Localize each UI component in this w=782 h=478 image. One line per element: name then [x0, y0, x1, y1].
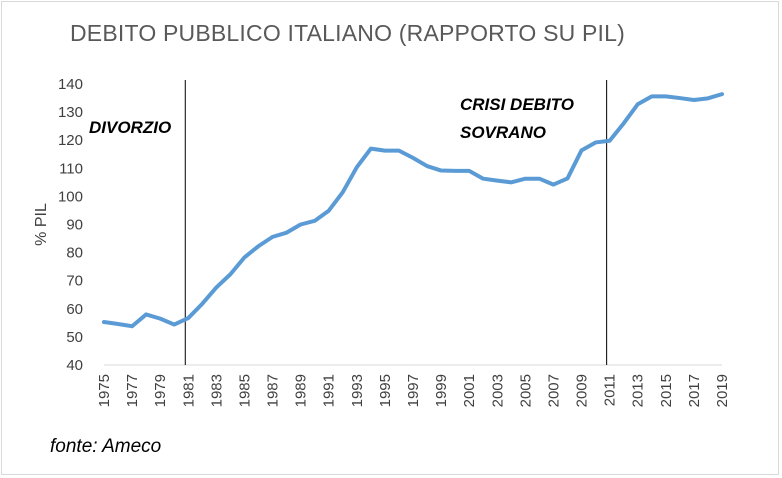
x-tick-label: 2017: [686, 374, 703, 407]
x-tick-label: 2003: [489, 374, 506, 407]
annotation-label: CRISI DEBITO: [460, 95, 574, 114]
x-tick-label: 1995: [377, 374, 394, 407]
y-tick-label: 130: [58, 104, 83, 121]
x-tick-label: 2019: [714, 374, 731, 407]
x-tick-label: 1977: [124, 374, 141, 407]
y-tick-label: 50: [66, 329, 83, 346]
chart-title: DEBITO PUBBLICO ITALIANO (RAPPORTO SU PI…: [70, 20, 625, 46]
y-tick-label: 90: [66, 217, 83, 234]
x-tick-label: 2013: [630, 374, 647, 407]
x-tick-label: 1993: [349, 374, 366, 407]
y-tick-label: 70: [66, 273, 83, 290]
y-tick-label: 120: [58, 132, 83, 149]
x-tick-label: 2011: [602, 374, 619, 406]
y-tick-label: 80: [66, 245, 83, 262]
y-tick-label: 140: [58, 76, 83, 93]
x-tick-label: 1997: [405, 374, 422, 407]
y-axis-label: % PIL: [33, 203, 50, 246]
x-tick-label: 2007: [545, 374, 562, 407]
x-tick-label: 1981: [180, 374, 197, 407]
annotation-label: SOVRANO: [460, 123, 546, 142]
series-line: [102, 92, 724, 329]
x-tick-label: 1989: [293, 374, 310, 407]
x-tick-label: 1985: [236, 374, 253, 407]
x-tick-label: 1987: [265, 374, 282, 407]
x-tick-label: 1983: [208, 374, 225, 407]
y-tick-label: 40: [66, 357, 83, 374]
x-tick-label: 1979: [152, 374, 169, 407]
x-tick-label: 2015: [658, 374, 675, 407]
y-tick-label: 60: [66, 301, 83, 318]
source-note: fonte: Ameco: [50, 436, 162, 457]
x-tick-label: 1991: [321, 374, 338, 407]
annotation-label: DIVORZIO: [89, 118, 171, 137]
x-tick-label: 1975: [96, 374, 113, 407]
x-tick-label: 2005: [517, 374, 534, 407]
x-tick-label: 1999: [433, 374, 450, 407]
y-tick-label: 110: [59, 160, 83, 177]
x-tick-label: 2001: [461, 374, 478, 407]
y-tick-label: 100: [58, 188, 83, 205]
x-tick-label: 2009: [574, 374, 591, 407]
